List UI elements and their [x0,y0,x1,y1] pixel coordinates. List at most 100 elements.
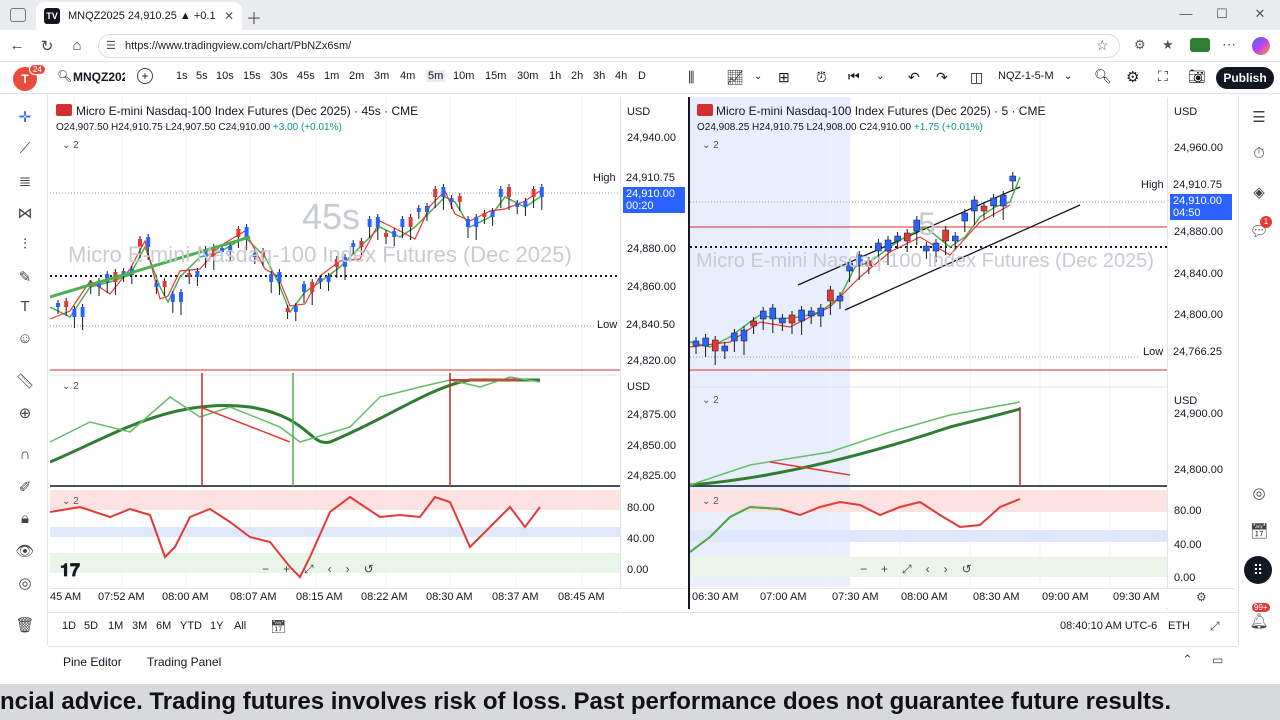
left-currency[interactable]: USD [627,106,651,118]
collapse-panel-icon[interactable]: ⌃ [1182,652,1193,667]
keep-drawing-icon[interactable]: ✐ [18,479,32,496]
reload-icon[interactable]: ↻ [40,37,54,55]
interval-10s[interactable]: 10s [216,70,234,82]
profile-icon[interactable] [1190,38,1210,52]
tab-close-icon[interactable]: ✕ [223,9,234,23]
interval-5m[interactable]: 5m [426,70,446,82]
interval-4m[interactable]: 4m [400,70,416,82]
reset-scale-icon[interactable]: ⤢ [902,562,912,576]
interval-10m[interactable]: 10m [453,70,475,82]
forecast-icon[interactable]: ⫶ [23,236,27,253]
symbol-input[interactable]: MNQZ202 [73,70,125,84]
symbol-search-icon[interactable]: 🔍︎ [57,69,73,83]
close-window-icon[interactable]: ✕ [1254,6,1266,21]
object-tree-icon[interactable]: ◎ [18,575,32,592]
right-indicators-toggle[interactable]: ⌄ 2 [702,140,719,151]
range-5d[interactable]: 5D [84,620,99,632]
url-field[interactable]: https://www.tradingview.com/chart/PbNZx6… [98,34,1120,58]
chevron-down-icon[interactable]: ⌄ [876,71,885,82]
right-time-axis[interactable] [690,588,1235,608]
range-3m[interactable]: 3M [132,620,148,632]
trend-line-icon[interactable]: ⟋ [19,140,31,157]
interval-3m[interactable]: 3m [374,70,390,82]
interval-5s[interactable]: 5s [196,70,208,82]
alerts-clock-icon[interactable]: ⏱ [1253,145,1265,162]
maximize-panel-icon[interactable]: ▭ [1212,653,1224,667]
tradingview-logo-icon[interactable]: 𝟏𝟕 [60,560,81,580]
clock-readout[interactable]: 08:40:10 AM UTC-6 [1060,620,1158,632]
interval-30m[interactable]: 30m [517,70,539,82]
compare-symbol-icon[interactable]: + [137,68,153,84]
interval-2h[interactable]: 2h [571,70,584,82]
left-ind1-toggle[interactable]: ⌄ 2 [62,381,79,392]
interval-30s[interactable]: 30s [270,70,288,82]
session-toggle[interactable]: ETH [1168,620,1190,632]
interval-15s[interactable]: 15s [243,70,261,82]
range-1y[interactable]: 1Y [210,620,224,632]
left-ind2-toggle[interactable]: ⌄ 2 [62,496,79,507]
fullscreen-icon[interactable]: ⛶ [1158,68,1168,84]
trash-icon[interactable]: 🗑︎ [15,617,35,634]
left-chart-pane[interactable] [50,97,620,609]
redo-icon[interactable]: ↷ [936,69,948,85]
alert-icon[interactable]: ⏰︎ [816,69,827,85]
ruler-icon[interactable]: 📏︎ [15,373,35,390]
replay-icon[interactable]: ⏮ [848,69,860,84]
interval-3h[interactable]: 3h [593,70,606,82]
brush-icon[interactable]: ✎ [18,269,32,286]
fib-retracement-icon[interactable]: ≣ [18,173,32,190]
reset-scale-icon[interactable]: ⤢ [304,562,314,576]
favorites-icon[interactable]: ★ [1162,37,1174,52]
hide-drawings-icon[interactable]: 👁︎ [15,543,35,560]
interval-1s[interactable]: 1s [176,70,188,82]
layers-icon[interactable]: ◈ [1253,184,1265,201]
right-ind2-toggle[interactable]: ⌄ 2 [702,496,719,507]
range-1m[interactable]: 1M [108,620,124,632]
interval-1h[interactable]: 1h [549,70,562,82]
home-icon[interactable]: ⌂ [72,37,82,54]
pine-editor-tab[interactable]: Pine Editor [63,655,122,669]
zoom-in-icon[interactable]: + [881,562,889,576]
range-1d[interactable]: 1D [62,620,77,632]
chevron-down-icon[interactable]: ⌄ [1064,71,1073,82]
reset-chart-icon[interactable]: ↺ [961,562,972,576]
favorite-star-icon[interactable]: ☆ [1096,37,1109,53]
scroll-right-icon[interactable]: › [943,562,948,576]
data-window-icon[interactable]: ◎ [1252,485,1266,502]
back-icon[interactable]: ← [9,37,25,54]
notifications-icon[interactable]: 🔔︎ [1249,613,1269,630]
interval-1m[interactable]: 1m [324,70,340,82]
copilot-icon[interactable] [1252,37,1270,55]
reset-chart-icon[interactable]: ↺ [363,562,374,576]
pane-divider[interactable] [688,97,690,609]
zoom-out-icon[interactable]: − [860,562,868,576]
browser-tab[interactable]: TV MNQZ2025 24,910.25 ▲ +0.18% ✕ [36,2,242,30]
range-all[interactable]: All [234,620,247,632]
scroll-left-icon[interactable]: ‹ [327,562,332,576]
indicators-icon[interactable]: 📈︎ [726,69,744,85]
templates-icon[interactable]: ⊞ [778,69,790,85]
interval-D[interactable]: D [638,70,646,82]
right-currency[interactable]: USD [1174,106,1198,118]
layout-name[interactable]: NQZ-1-5-M [998,70,1054,82]
emoji-icon[interactable]: ☺ [17,330,33,347]
magnet-icon[interactable]: ∩ [19,446,31,463]
pattern-icon[interactable]: ⋈ [17,205,33,222]
zoom-in-icon[interactable]: ⊕ [18,405,32,422]
go-to-date-icon[interactable]: 📅︎ [270,619,287,634]
left-indicators-toggle[interactable]: ⌄ 2 [62,140,79,151]
range-6m[interactable]: 6M [156,620,172,632]
minimize-icon[interactable]: — [1179,6,1193,21]
lock-icon[interactable]: 🔒︎ [21,510,29,527]
interval-2m[interactable]: 2m [349,70,365,82]
range-ytd[interactable]: YTD [180,620,202,632]
quick-search-icon[interactable]: 🔍︎ [1094,68,1112,84]
trading-panel-tab[interactable]: Trading Panel [147,655,222,669]
zoom-in-icon[interactable]: + [283,562,291,576]
right-chart-title[interactable]: Micro E-mini Nasdaq-100 Index Futures (D… [716,104,1046,118]
right-ind1-toggle[interactable]: ⌄ 2 [702,395,719,406]
interval-4h[interactable]: 4h [615,70,628,82]
left-chart-title[interactable]: Micro E-mini Nasdaq-100 Index Futures (D… [76,104,419,118]
undo-icon[interactable]: ↶ [908,69,920,85]
expand-icon[interactable]: ⤢ [1210,619,1220,633]
